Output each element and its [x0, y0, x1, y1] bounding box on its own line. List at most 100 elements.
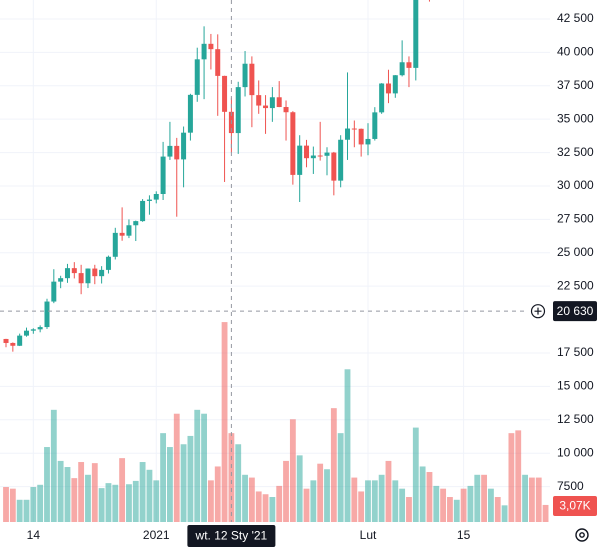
candle-body	[304, 145, 310, 159]
candle-body	[201, 43, 207, 60]
candle-body	[338, 139, 344, 181]
volume-bar	[419, 466, 426, 522]
gear-inner[interactable]	[579, 532, 585, 538]
volume-bar	[180, 444, 187, 522]
volume-bar	[78, 462, 85, 522]
candle-body	[235, 87, 241, 134]
y-tick-label: 37 500	[557, 78, 594, 92]
volume-bar	[30, 487, 37, 522]
volume-bar	[207, 480, 214, 522]
volume-bar	[399, 488, 406, 522]
y-tick-label: 32 500	[557, 145, 594, 159]
gear-outer[interactable]	[575, 528, 589, 542]
volume-layer	[3, 322, 549, 522]
volume-bar	[132, 480, 139, 522]
volume-bar	[488, 488, 494, 522]
candle-body	[392, 75, 398, 94]
volume-bar	[276, 485, 283, 522]
volume-bar	[9, 488, 16, 522]
volume-bar	[269, 497, 276, 522]
volume-bar	[160, 433, 167, 522]
volume-bar	[358, 491, 365, 522]
y-tick-label: 35 000	[557, 111, 594, 125]
volume-bar	[296, 455, 303, 522]
candle-body	[249, 63, 255, 96]
volume-bar	[235, 444, 242, 522]
volume-bar	[317, 463, 324, 522]
volume-bar	[385, 460, 392, 522]
candle-body	[71, 268, 77, 274]
candle-body	[215, 49, 221, 76]
candle-body	[78, 273, 84, 284]
volume-bar	[289, 419, 296, 522]
volume-bar	[16, 499, 23, 522]
volume-bar	[85, 474, 91, 522]
y-tick-label: 42 500	[557, 11, 594, 25]
volume-bar	[426, 472, 433, 522]
volume-bar	[173, 413, 180, 522]
volume-bar	[324, 469, 330, 522]
volume-bar	[481, 474, 488, 522]
y-tick-label: 17 500	[557, 345, 594, 359]
volume-bar	[310, 480, 317, 522]
volume-bar	[528, 477, 535, 522]
y-tick-label: 30 000	[557, 178, 594, 192]
candle-body	[58, 278, 64, 282]
volume-bar	[255, 491, 262, 522]
candle-body	[310, 155, 316, 159]
candle-body	[297, 145, 303, 175]
axes: 42 500 40 000 37 500 35 000 32 500 30 000 27 5…	[27, 11, 597, 542]
volume-bar	[3, 487, 9, 522]
volume-bar	[447, 497, 453, 522]
volume-bar	[467, 485, 474, 522]
volume-bar	[330, 408, 337, 522]
volume-bar	[201, 413, 207, 522]
candle-body	[126, 225, 132, 236]
volume-bar	[119, 458, 126, 522]
candle-body	[140, 200, 146, 222]
candle-body	[222, 75, 228, 112]
y-tick-label: 15 000	[557, 379, 594, 393]
volume-bar	[112, 484, 119, 522]
volume-bar	[542, 504, 549, 522]
candle-body	[10, 342, 16, 346]
candle-body	[365, 138, 371, 145]
candle-body	[105, 256, 111, 270]
candle-body	[112, 232, 118, 257]
volume-bar	[283, 460, 289, 522]
candle-body	[385, 83, 391, 94]
candle-body	[276, 97, 282, 108]
volume-bar	[501, 505, 508, 522]
date-label-box	[187, 525, 276, 547]
volume-bar	[262, 494, 269, 522]
volume-bar	[146, 469, 153, 522]
volume-bar	[344, 369, 351, 522]
volume-label-box	[553, 496, 597, 516]
volume-bar	[535, 477, 542, 522]
candle-body	[99, 269, 105, 277]
volume-bar	[494, 497, 501, 522]
volume-bar	[474, 474, 481, 522]
date-label: wt. 12 Sty '21	[195, 529, 268, 543]
volume-bar	[126, 484, 132, 522]
candle-body	[187, 94, 193, 133]
volume-bar	[153, 480, 160, 522]
candle-body	[133, 221, 139, 226]
settings-icon[interactable]	[575, 528, 589, 542]
candle-body	[146, 199, 152, 201]
add-alert-plus[interactable]	[534, 307, 542, 315]
y-tick-label: 7500	[557, 479, 584, 493]
y-tick-label: 40 000	[557, 45, 594, 59]
volume-bar	[371, 480, 378, 522]
x-tick-label: 15	[457, 528, 471, 542]
candle-body	[242, 63, 248, 88]
x-tick-label: Lut	[360, 528, 377, 542]
grid	[0, 0, 550, 522]
volume-bar	[44, 447, 50, 522]
candle-body	[344, 128, 350, 140]
y-tick-label: 12 500	[557, 412, 594, 426]
volume-bar	[221, 322, 228, 522]
candle-body	[351, 128, 357, 130]
candle-body	[406, 62, 412, 68]
volume-bar	[64, 467, 71, 522]
